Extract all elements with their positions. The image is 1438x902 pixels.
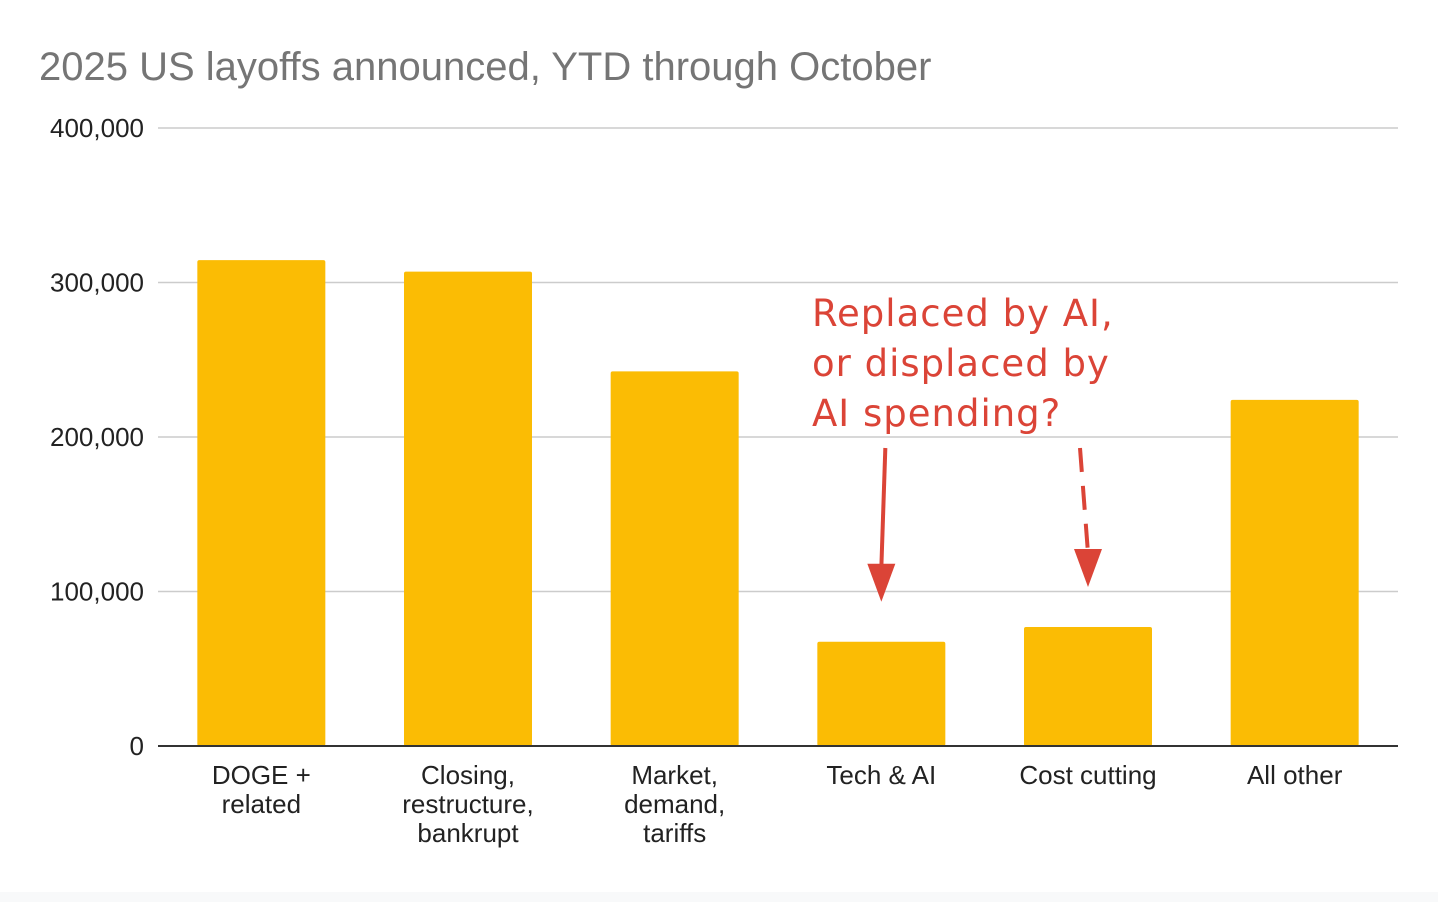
bar [404, 271, 532, 746]
bar [197, 260, 326, 746]
y-tick-label: 100,000 [50, 577, 144, 607]
footer-strip [0, 892, 1438, 902]
bars [197, 260, 1359, 746]
bar [610, 371, 739, 746]
y-tick-label: 0 [130, 731, 144, 761]
bar [1024, 627, 1152, 746]
annotation-text: Replaced by AI, or displaced by AI spendin… [812, 292, 1114, 435]
x-tick-label: Market, demand, tariffs [624, 760, 725, 848]
dashed-arrow [1074, 447, 1102, 588]
y-tick-label: 300,000 [50, 268, 144, 298]
x-axis-tick-labels: DOGE + related Closing, restructure, bankrup… [212, 760, 1343, 848]
x-tick-label: Closing, restructure, bankrupt [402, 760, 534, 848]
gridlines [158, 127, 1398, 593]
solid-arrow [867, 447, 896, 602]
x-tick-label: All other [1247, 760, 1343, 790]
x-tick-label: Cost cutting [1019, 760, 1156, 790]
y-tick-label: 400,000 [50, 113, 144, 143]
x-tick-label: Tech & AI [826, 760, 936, 790]
y-axis-tick-labels: 0 100,000 200,000 300,000 400,000 [50, 113, 144, 761]
x-tick-label: DOGE + related [212, 760, 311, 819]
y-tick-label: 200,000 [50, 422, 144, 452]
annotation: Replaced by AI, or displaced by AI spendin… [812, 292, 1114, 602]
bar [1230, 399, 1359, 746]
bar [817, 641, 946, 746]
chart-title: 2025 US layoffs announced, YTD through O… [39, 45, 931, 89]
